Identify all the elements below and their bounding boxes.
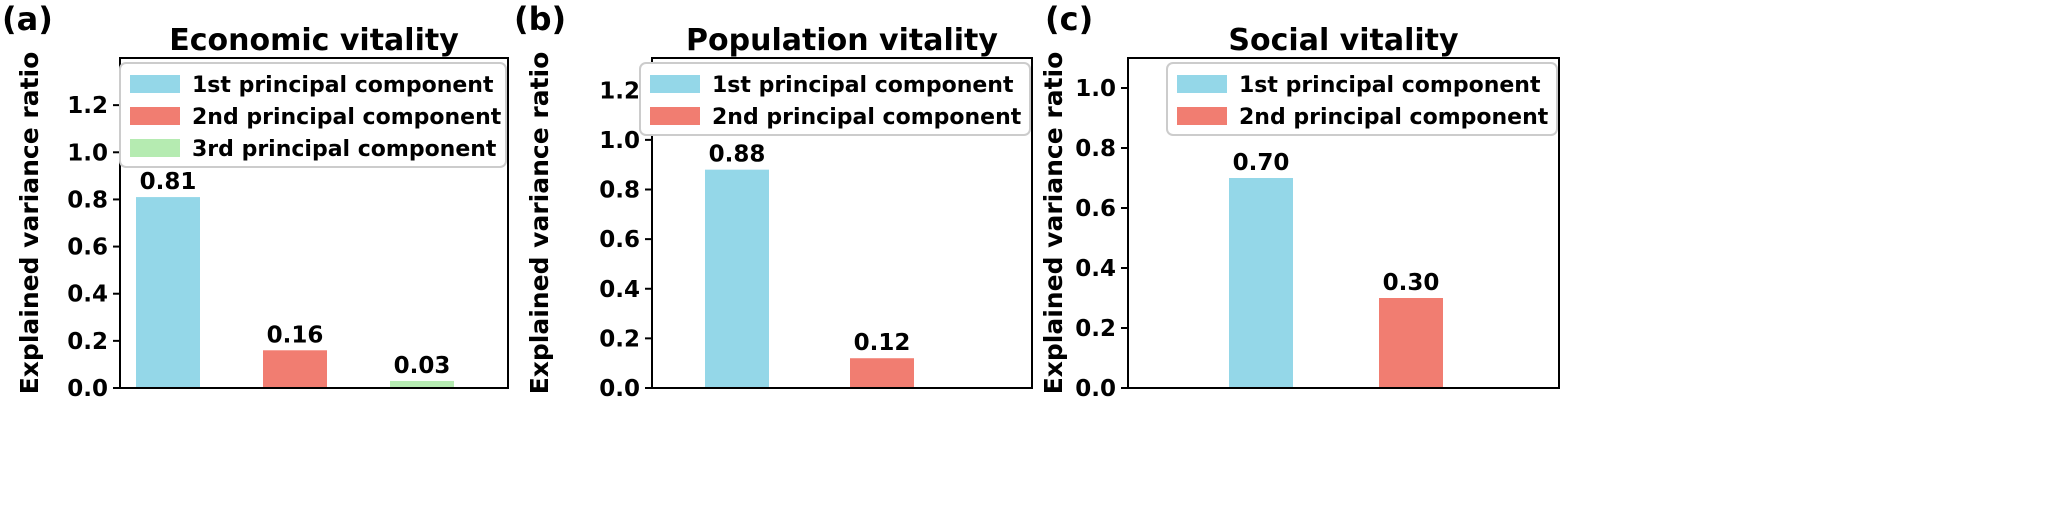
axes-frame — [651, 57, 1033, 389]
y-tick-label: 0.8 — [1075, 136, 1116, 162]
y-axis-label: Explained variance ratio — [525, 52, 554, 395]
y-tick-label: 0.0 — [1075, 376, 1116, 402]
bar-2 — [1379, 298, 1443, 388]
bar-value-label: 0.70 — [1233, 150, 1290, 176]
chart-title: Population vitality — [686, 23, 998, 58]
legend-box — [639, 62, 1031, 136]
axes-frame — [119, 57, 509, 389]
legend-entry-label: 1st principal component — [192, 73, 494, 98]
chart-title: Social vitality — [1228, 23, 1459, 58]
legend-entry-label: 3rd principal component — [192, 137, 497, 162]
y-tick-label: 0.8 — [67, 187, 108, 213]
bar-1 — [136, 197, 200, 388]
y-tick-label: 0.2 — [1075, 316, 1116, 342]
y-tick-label: 0.6 — [599, 227, 640, 253]
axes-frame — [1127, 57, 1560, 389]
legend-entry-label: 2nd principal component — [192, 105, 502, 130]
panel-label: (c) — [1045, 0, 1093, 38]
legend-entry-label: 2nd principal component — [712, 105, 1022, 130]
legend-entry-label: 1st principal component — [712, 73, 1014, 98]
y-tick-label: 0.4 — [599, 277, 640, 303]
y-tick-label: 0.4 — [1075, 256, 1116, 282]
y-tick-label: 1.0 — [67, 140, 108, 166]
chart-panel-a: (a) Economic vitality Explained variance r… — [2, 0, 509, 402]
bar-value-label: 0.88 — [709, 142, 766, 168]
y-axis-label: Explained variance ratio — [1039, 52, 1068, 395]
legend: 1st principal component 2nd principal com… — [639, 62, 1031, 136]
legend: 1st principal component 2nd principal com… — [119, 62, 507, 168]
bar-value-label: 0.81 — [140, 169, 197, 195]
bar-2 — [263, 350, 327, 388]
legend-entry-label: 2nd principal component — [1239, 105, 1549, 130]
legend-swatch — [130, 75, 180, 93]
bar-value-label: 0.16 — [267, 322, 324, 348]
y-tick-label: 0.8 — [599, 178, 640, 204]
y-tick-label: 0.6 — [67, 235, 108, 261]
chart-panel-b: (b) Population vitality Explained variance… — [514, 0, 1033, 402]
y-tick-label: 1.0 — [1075, 76, 1116, 102]
y-tick-label: 0.2 — [599, 326, 640, 352]
bar-value-label: 0.03 — [394, 353, 451, 379]
y-tick-label: 1.2 — [599, 78, 640, 104]
legend-swatch — [650, 75, 700, 93]
y-tick-label: 0.4 — [67, 282, 108, 308]
y-axis-label: Explained variance ratio — [15, 52, 44, 395]
y-tick-label: 0.2 — [67, 329, 108, 355]
legend-swatch — [1177, 75, 1227, 93]
y-tick-label: 1.0 — [599, 128, 640, 154]
bar-1 — [1229, 178, 1293, 388]
panel-label: (a) — [2, 0, 53, 38]
legend-box — [1166, 62, 1558, 136]
legend-swatch — [1177, 107, 1227, 125]
legend-box — [119, 62, 507, 168]
chart-title: Economic vitality — [169, 23, 459, 58]
bar-value-label: 0.12 — [854, 330, 911, 356]
legend: 1st principal component 2nd principal com… — [1166, 62, 1558, 136]
y-tick-label: 1.2 — [67, 93, 108, 119]
legend-swatch — [130, 139, 180, 157]
chart-panel-c: (c) Social vitality Explained variance rat… — [1039, 0, 1560, 402]
legend-entry-label: 1st principal component — [1239, 73, 1541, 98]
bar-2 — [850, 358, 914, 388]
bar-3 — [390, 380, 454, 388]
legend-swatch — [130, 107, 180, 125]
bar-value-label: 0.30 — [1383, 270, 1440, 296]
y-tick-label: 0.6 — [1075, 196, 1116, 222]
legend-swatch — [650, 107, 700, 125]
bar-1 — [705, 169, 769, 388]
panel-label: (b) — [514, 0, 566, 38]
y-tick-label: 0.0 — [599, 376, 640, 402]
y-tick-label: 0.0 — [67, 376, 108, 402]
